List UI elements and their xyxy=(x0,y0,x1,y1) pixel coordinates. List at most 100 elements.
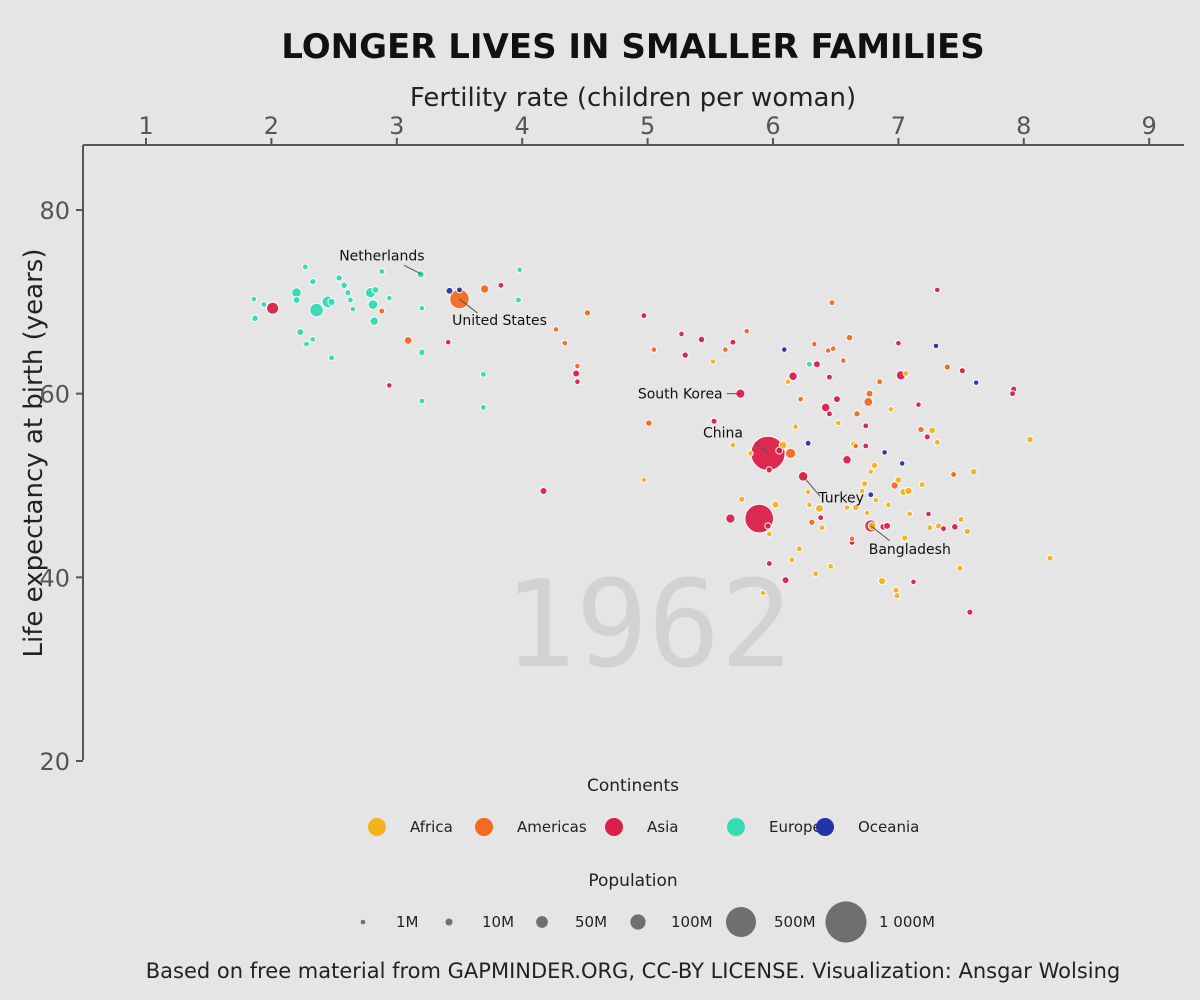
population-legend: 1M 10M 50M 100M 500M 1 000M xyxy=(360,901,935,943)
data-point-africa xyxy=(709,358,717,365)
annotation-leader xyxy=(802,475,821,497)
data-point-africa xyxy=(863,509,871,517)
data-point-asia xyxy=(825,373,833,381)
legend-label-oceania: Oceania xyxy=(858,818,919,836)
annotation-leader xyxy=(870,525,891,542)
data-point-americas xyxy=(743,327,750,335)
data-point-americas xyxy=(574,362,581,370)
data-point-africa xyxy=(737,495,746,503)
x-axis: 1 2 3 4 5 6 7 8 9 xyxy=(83,112,1184,146)
data-point-europe xyxy=(309,277,317,286)
data-point-asia xyxy=(788,371,798,381)
data-point-africa xyxy=(812,570,820,578)
data-point-africa xyxy=(771,500,780,509)
population-swatch xyxy=(445,918,453,926)
data-point-europe xyxy=(340,281,348,290)
data-point-europe xyxy=(303,340,310,348)
data-point-europe xyxy=(378,268,386,275)
data-point-asia xyxy=(710,417,718,425)
data-point-americas xyxy=(863,397,874,407)
data-point-europe xyxy=(250,295,258,303)
data-point-americas xyxy=(890,481,899,490)
data-point-africa xyxy=(887,405,895,413)
annotation-label: Netherlands xyxy=(339,248,424,264)
data-point-oceania xyxy=(898,460,906,467)
data-point-asia xyxy=(862,422,870,430)
data-point-europe xyxy=(251,314,259,323)
data-point-africa xyxy=(858,487,866,495)
data-point-americas xyxy=(950,471,958,478)
data-point-asia xyxy=(951,523,959,531)
data-point-asia xyxy=(765,560,773,567)
data-point-asia xyxy=(781,576,790,585)
population-swatch xyxy=(360,919,366,925)
data-point-asia xyxy=(915,401,922,408)
data-point-asia xyxy=(883,521,892,530)
legend-label-africa: Africa xyxy=(410,818,453,836)
data-point-africa xyxy=(814,504,824,513)
x-tick-label: 5 xyxy=(640,112,655,140)
data-point-americas xyxy=(943,363,951,371)
data-point-africa xyxy=(870,461,879,469)
data-point-europe xyxy=(371,285,380,294)
data-point-americas xyxy=(784,447,797,459)
x-tick-label: 8 xyxy=(1016,112,1031,140)
x-tick-label: 2 xyxy=(264,112,279,140)
data-point-europe xyxy=(385,294,393,302)
data-point-africa xyxy=(963,527,972,536)
data-point-africa xyxy=(640,476,648,484)
data-point-africa xyxy=(795,545,803,553)
data-point-asia xyxy=(820,402,831,413)
legend-swatch-oceania xyxy=(816,818,834,836)
population-swatch xyxy=(536,916,548,928)
data-point-americas xyxy=(839,357,847,364)
data-point-asia xyxy=(895,339,902,347)
data-point-africa xyxy=(843,504,851,511)
data-point-americas xyxy=(848,535,856,543)
data-point-oceania xyxy=(804,439,812,447)
data-point-americas xyxy=(829,345,837,352)
population-label: 1 000M xyxy=(879,913,935,931)
data-point-europe xyxy=(514,296,522,304)
data-point-americas xyxy=(852,442,860,450)
population-label: 100M xyxy=(671,913,713,931)
data-point-europe xyxy=(479,370,487,378)
data-point-asia xyxy=(925,510,932,518)
data-point-oceania xyxy=(780,346,788,353)
data-point-asia xyxy=(729,338,737,346)
caption: Based on free material from GAPMINDER.OR… xyxy=(146,959,1121,983)
data-point-asia xyxy=(697,335,706,344)
data-point-americas xyxy=(845,333,854,342)
data-point-asia xyxy=(842,454,852,465)
data-point-asia xyxy=(681,351,689,359)
x-tick-label: 3 xyxy=(389,112,404,140)
data-point-africa xyxy=(806,501,813,509)
data-point-americas xyxy=(403,335,413,345)
data-point-africa xyxy=(901,534,909,542)
data-point-americas xyxy=(808,518,816,526)
y-tick-label: 80 xyxy=(39,197,70,225)
legend-label-europe: Europe xyxy=(769,818,822,836)
x-tick-label: 7 xyxy=(891,112,906,140)
annotation-label: Turkey xyxy=(817,490,864,506)
data-point-americas xyxy=(722,346,729,353)
population-label: 500M xyxy=(774,913,816,931)
data-point-europe xyxy=(344,289,352,297)
data-point-europe xyxy=(416,270,425,279)
data-point-europe xyxy=(367,299,379,310)
data-point-europe xyxy=(296,328,305,337)
data-point-asia xyxy=(775,446,784,455)
y-axis: 20 40 60 80 xyxy=(39,145,84,776)
data-point-europe xyxy=(805,360,813,368)
data-point-americas xyxy=(828,299,836,307)
data-point-asia xyxy=(933,286,941,294)
population-swatch xyxy=(630,914,646,930)
data-point-oceania xyxy=(881,449,888,456)
x-tick-label: 6 xyxy=(765,112,780,140)
data-point-asia xyxy=(765,466,773,474)
data-point-africa xyxy=(765,530,773,538)
data-point-africa xyxy=(928,426,937,435)
data-point-asia xyxy=(678,330,685,338)
data-point-asia xyxy=(385,382,393,389)
points-layer xyxy=(250,263,1054,616)
